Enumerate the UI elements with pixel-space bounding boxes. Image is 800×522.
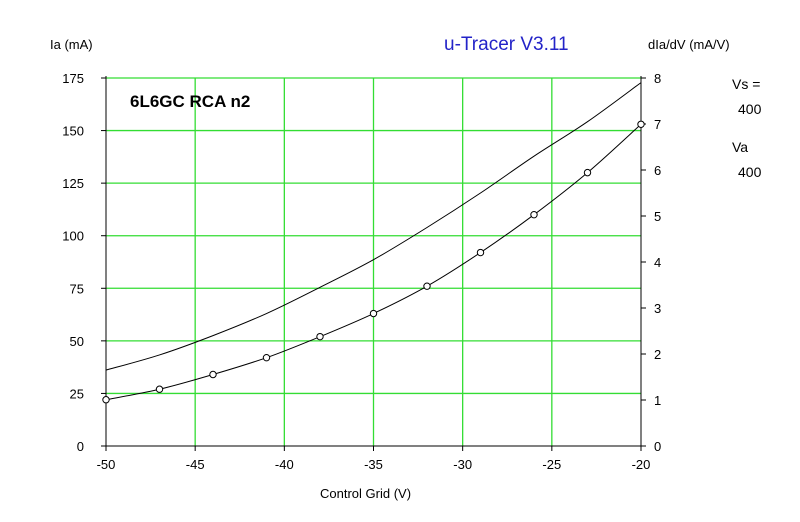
grid — [106, 77, 641, 446]
vs-label: Vs = — [732, 76, 761, 92]
y2-tick-label: 4 — [654, 255, 661, 270]
series-line-anode-current — [105, 123, 642, 401]
data-point — [262, 353, 271, 362]
x-tick-label: -35 — [364, 457, 383, 472]
brand-title: u-Tracer V3.11 — [444, 34, 569, 55]
y2-axis-label: dIa/dV (mA/V) — [648, 37, 730, 52]
x-tick-label: -30 — [453, 457, 472, 472]
y-axis-label: Ia (mA) — [50, 37, 93, 52]
y-tick-label: 25 — [70, 386, 84, 401]
chart-title: 6L6GC RCA n2 — [130, 92, 251, 111]
y-tick-label: 150 — [62, 124, 84, 139]
series — [102, 82, 645, 404]
data-point — [637, 120, 645, 128]
y2-tick-label: 3 — [654, 301, 661, 316]
x-tick-label: -45 — [186, 457, 205, 472]
y2-tick-label: 6 — [654, 163, 661, 178]
data-point — [102, 396, 110, 404]
data-point — [583, 168, 592, 177]
data-point — [423, 282, 431, 290]
axes — [101, 76, 646, 451]
data-point — [316, 332, 324, 341]
y2-tick-label: 8 — [654, 71, 661, 86]
x-tick-label: -25 — [542, 457, 561, 472]
y-tick-label: 100 — [62, 229, 84, 244]
x-tick-label: -20 — [632, 457, 651, 472]
x-axis-label: Control Grid (V) — [320, 486, 412, 501]
va-label: Va — [732, 139, 749, 155]
va-value: 400 — [738, 164, 762, 180]
y-tick-label: 50 — [70, 334, 84, 349]
data-point — [369, 309, 378, 318]
data-point — [476, 248, 485, 257]
tick-labels: -50 -45 -40 -35 -30 -25 -200255075100125150175… — [62, 71, 661, 472]
x-tick-label: -40 — [275, 457, 294, 472]
y-tick-label: 175 — [62, 71, 84, 86]
series-line-transconductance — [105, 82, 642, 371]
x-tick-label: -50 — [97, 457, 116, 472]
y2-tick-label: 0 — [654, 439, 661, 454]
y-tick-label: 0 — [77, 439, 84, 454]
y-tick-label: 125 — [62, 176, 84, 191]
y2-tick-label: 5 — [654, 209, 661, 224]
y-tick-label: 75 — [70, 281, 84, 296]
vs-value: 400 — [738, 101, 762, 117]
y2-tick-label: 1 — [654, 393, 661, 408]
data-point — [209, 370, 217, 379]
y2-tick-label: 2 — [654, 347, 661, 362]
y2-tick-label: 7 — [654, 117, 661, 132]
data-point — [155, 385, 164, 393]
data-point — [530, 210, 538, 219]
